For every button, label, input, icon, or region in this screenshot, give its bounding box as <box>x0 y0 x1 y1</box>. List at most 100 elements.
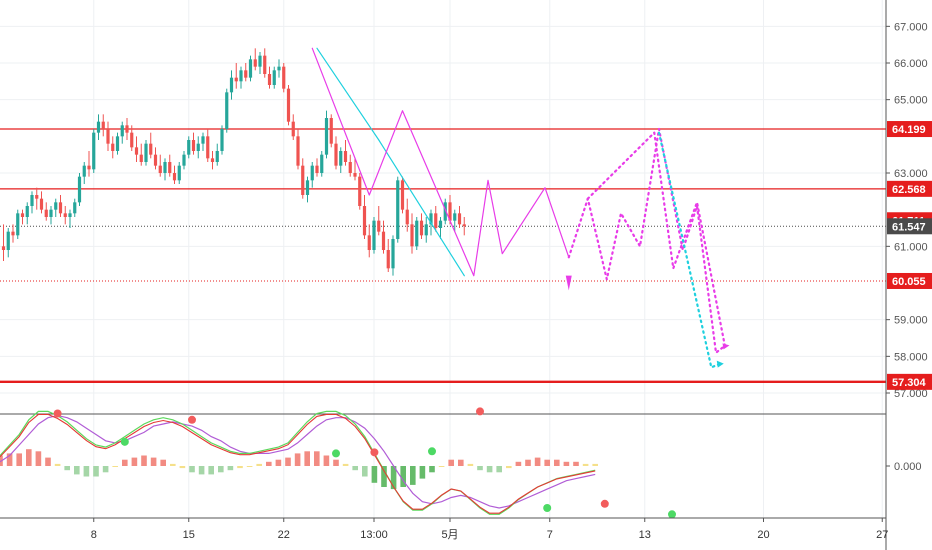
price-label-text: 61.547 <box>892 221 926 233</box>
grid <box>0 0 886 518</box>
histogram-bar <box>35 451 42 466</box>
histogram-bar <box>544 459 550 466</box>
candle-body <box>39 198 44 210</box>
magenta-projection-line <box>586 131 727 351</box>
candle-body <box>149 143 153 155</box>
candle-body <box>58 202 63 214</box>
candle-body <box>282 66 286 89</box>
candle-body <box>362 206 367 236</box>
candle-body <box>215 151 219 162</box>
candle-body <box>367 235 371 250</box>
histogram-bar <box>458 459 464 466</box>
histogram-bar <box>112 466 118 467</box>
candle-body <box>87 165 91 170</box>
candle-body <box>158 165 162 173</box>
histogram-bar <box>563 461 570 466</box>
time-tick-label: 22 <box>278 529 290 541</box>
candle-body <box>277 66 281 71</box>
price-tick-label: 67.000 <box>894 21 928 33</box>
histogram-bar <box>477 466 483 471</box>
cross-down-dot <box>370 448 379 457</box>
arrow-head <box>722 343 730 350</box>
histogram-bar <box>256 463 262 466</box>
histogram-bar <box>131 457 138 466</box>
time-tick-label: 27 <box>876 529 888 541</box>
oscillator-panel <box>0 407 886 519</box>
candle-body <box>291 121 295 137</box>
candle-body <box>320 154 324 173</box>
candle-body <box>381 231 386 250</box>
candle-body <box>258 55 262 67</box>
candle-body <box>63 213 67 217</box>
candle-body <box>239 70 243 82</box>
price-tick-label: 57.000 <box>894 388 928 400</box>
histogram-bar <box>122 459 128 466</box>
level-lines <box>0 128 886 384</box>
time-tick-label: 20 <box>757 529 769 541</box>
histogram-bar <box>448 459 454 466</box>
price-label-text: 57.304 <box>892 377 927 389</box>
cross-up-dot <box>668 510 676 519</box>
histogram-bar <box>304 451 310 466</box>
histogram-bar <box>246 466 253 467</box>
candle-body <box>120 125 124 137</box>
candle-body <box>438 220 443 228</box>
histogram-bar <box>362 466 368 477</box>
histogram-bar <box>582 463 589 466</box>
histogram-bar <box>237 466 243 469</box>
cross-up-dot <box>332 449 340 458</box>
candle-body <box>191 140 196 151</box>
histogram-bar <box>275 459 282 466</box>
price-tick-label: 59.000 <box>894 315 928 327</box>
candle-body <box>329 118 333 144</box>
histogram-bar <box>352 466 358 471</box>
histogram-bar <box>400 466 406 487</box>
candle-body <box>111 143 115 151</box>
candle-body <box>348 162 352 173</box>
candle-body <box>16 213 20 236</box>
candle-body <box>201 136 205 144</box>
histogram-bar <box>554 459 560 466</box>
price-label-box <box>887 373 932 390</box>
candle-body <box>424 224 428 236</box>
histogram-bar <box>179 466 186 469</box>
histogram-bar <box>83 466 90 477</box>
candle-body <box>248 59 253 78</box>
candle-body <box>177 165 181 181</box>
histogram-bar <box>294 453 301 466</box>
histogram-bar <box>198 466 205 475</box>
price-label-text: 60.055 <box>892 276 926 288</box>
time-tick-label: 5月 <box>441 529 458 541</box>
histogram-bar <box>54 463 61 466</box>
candle-body <box>49 209 53 217</box>
candle-body <box>296 136 300 166</box>
histogram-bar <box>189 466 195 473</box>
candle-body <box>115 136 120 151</box>
candle-body <box>310 165 314 181</box>
candle-body <box>6 231 10 250</box>
candle-body <box>92 132 96 170</box>
candle-body <box>372 220 376 250</box>
histogram-bar <box>26 449 32 466</box>
histogram-bar <box>381 466 387 487</box>
time-tick-label: 8 <box>91 529 97 541</box>
histogram-bar <box>486 466 493 473</box>
histogram-bar <box>419 466 426 479</box>
candle-body <box>139 154 143 162</box>
candle-body <box>396 180 400 239</box>
candle-body <box>144 143 148 162</box>
candle-body <box>172 173 177 181</box>
candle-body <box>225 92 229 129</box>
candle-body <box>234 77 238 82</box>
candle-body <box>196 143 200 151</box>
candle-body <box>210 158 215 162</box>
price-label-text: 64.199 <box>892 124 926 136</box>
histogram-bar <box>410 466 416 485</box>
histogram-bar <box>266 461 272 466</box>
magenta-wave-line <box>311 47 570 277</box>
histogram-bar <box>170 463 176 466</box>
candle-body <box>244 70 248 78</box>
candle-body <box>187 140 191 155</box>
candle-body <box>301 165 305 195</box>
histogram-bar <box>467 463 474 466</box>
